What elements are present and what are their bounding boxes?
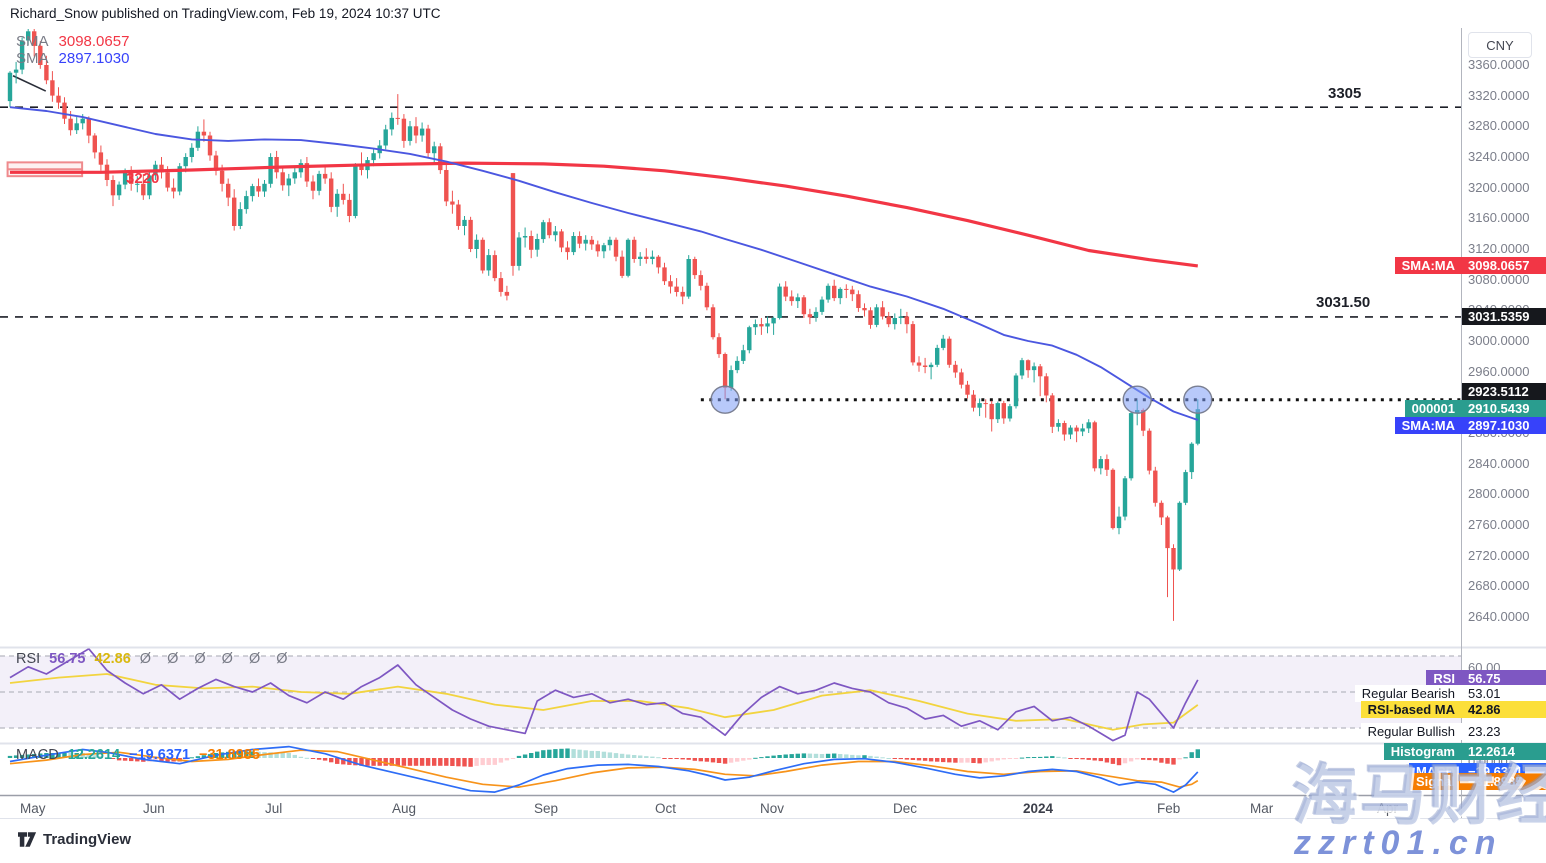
time-axis-label: Jun <box>143 801 165 816</box>
sma1-value: 3098.0657 <box>58 33 130 50</box>
price-tick: 3360.0000 <box>1468 57 1530 72</box>
macd-hist-value: 12.2614 <box>67 747 121 763</box>
rsi-empty-values: Ø Ø Ø Ø Ø Ø <box>139 651 294 667</box>
publish-header: Richard_Snow published on TradingView.co… <box>10 6 441 21</box>
time-axis-label: May <box>20 801 46 816</box>
price-tick: 3160.0000 <box>1468 210 1530 226</box>
time-axis-label: 2024 <box>1023 801 1054 816</box>
axis-price-label: RSI-based MA 42.86 <box>1360 701 1546 718</box>
axis-price-label: SMA:MA 3098.0657 <box>1394 256 1546 274</box>
axis-label-name: Signal <box>1408 773 1462 790</box>
macd-line-value: −19.6371 <box>129 747 191 763</box>
price-tick: 2720.0000 <box>1468 547 1530 563</box>
time-axis-label: Jul <box>265 801 283 816</box>
sma-legend: SMA 3098.0657 SMA 2897.1030 <box>16 33 129 67</box>
axis-price-label: Regular Bearish 53.01 <box>1354 685 1546 702</box>
axis-price-label: Regular Bullish 23.23 <box>1360 723 1546 740</box>
axis-label-name: RSI <box>1426 670 1462 687</box>
level-label-3305: 3305 <box>1328 85 1362 102</box>
axis-label-value: 2923.5112 <box>1462 382 1546 400</box>
axis-label-value: 23.23 <box>1462 723 1546 740</box>
axis-label-value: 53.01 <box>1462 685 1546 702</box>
axis-price-label: 3031.5359 <box>1462 307 1546 325</box>
sma-legend-row: SMA 3098.0657 <box>16 33 129 50</box>
rsi-name: RSI <box>16 651 41 667</box>
price-chart-canvas[interactable] <box>0 0 1546 822</box>
time-axis-label: Apr <box>1377 801 1399 816</box>
sma2-value: 2897.1030 <box>58 50 130 67</box>
price-tick: 2760.0000 <box>1468 517 1530 533</box>
price-tick: 3200.0000 <box>1468 179 1530 195</box>
macd-name: MACD <box>16 747 59 763</box>
axis-label-name: RSI-based MA <box>1360 701 1462 718</box>
axis-label-name: Regular Bullish <box>1360 723 1462 740</box>
axis-label-value: −31.8985 <box>1462 773 1546 790</box>
tradingview-logo-text: TradingView <box>43 831 132 848</box>
time-axis[interactable]: May Jun Jul Aug Sep Oct Nov Dec 2024 Feb Mar Apr <box>0 796 1546 818</box>
price-tick: 3120.0000 <box>1468 241 1530 256</box>
axis-label-value: 2897.1030 <box>1462 416 1546 434</box>
time-axis-label: Sep <box>534 801 559 816</box>
macd-indicator-header[interactable]: MACD 12.2614 −19.6371 −31.8985 <box>16 747 260 763</box>
sma-legend-row: SMA 2897.1030 <box>16 50 129 67</box>
watermark-url: zzrt01.cn <box>1294 824 1503 862</box>
time-axis-label: Nov <box>760 801 785 816</box>
time-axis-label: Dec <box>893 801 918 816</box>
price-tick: 2800.0000 <box>1468 486 1530 502</box>
macd-signal-value: −31.8985 <box>199 747 260 763</box>
time-axis-label: Oct <box>655 801 677 816</box>
price-tick: 3240.0000 <box>1468 149 1530 164</box>
sma1-label: SMA <box>16 33 49 50</box>
sma2-label: SMA <box>16 50 49 67</box>
price-tick: 3280.0000 <box>1468 118 1530 134</box>
price-tick: 2840.0000 <box>1468 455 1530 471</box>
time-axis-label: Feb <box>1157 801 1181 816</box>
axis-price-label: 000001 2910.5439 <box>1404 399 1546 417</box>
rsi-ma-value: 42.86 <box>94 651 131 667</box>
axis-label-name: SMA:MA <box>1394 256 1462 274</box>
price-tick: 3080.0000 <box>1468 271 1530 287</box>
axis-label-value: 2910.5439 <box>1462 399 1546 417</box>
time-axis-label: Mar <box>1250 801 1274 816</box>
watermark-chinese: 海马财经 <box>1292 758 1546 832</box>
axis-label-name: Regular Bearish <box>1354 685 1462 702</box>
level-label-3220: 3220 <box>126 170 160 187</box>
rsi-value: 56.75 <box>49 651 86 667</box>
tradingview-logo-icon <box>18 832 37 847</box>
price-tick: 2960.0000 <box>1468 363 1530 379</box>
axis-label-value: 3031.5359 <box>1462 307 1546 325</box>
axis-label-name: SMA:MA <box>1394 416 1462 434</box>
rsi-indicator-header[interactable]: RSI 56.75 42.86 Ø Ø Ø Ø Ø Ø <box>16 651 294 667</box>
axis-label-name: 000001 <box>1404 399 1462 417</box>
price-tick: 2640.0000 <box>1468 609 1530 625</box>
price-tick: 2680.0000 <box>1468 578 1530 594</box>
axis-label-value: 56.75 <box>1462 670 1546 687</box>
currency-button[interactable]: CNY <box>1468 32 1532 58</box>
axis-price-label: Histogram 12.2614 <box>1383 743 1546 760</box>
axis-label-name: Histogram <box>1383 743 1462 760</box>
axis-price-label: RSI 56.75 <box>1426 670 1546 687</box>
axis-label-value: 3098.0657 <box>1462 256 1546 274</box>
level-label-3031: 3031.50 <box>1316 294 1371 311</box>
axis-price-label: SMA:MA 2897.1030 <box>1394 416 1546 434</box>
price-tick: 3000.0000 <box>1468 333 1530 348</box>
axis-label-value: 12.2614 <box>1462 743 1546 760</box>
time-axis-label: Aug <box>392 801 417 816</box>
price-tick: 3320.0000 <box>1468 87 1530 103</box>
axis-price-label: 2923.5112 <box>1462 382 1546 400</box>
axis-label-value: 42.86 <box>1462 701 1546 718</box>
axis-price-label: Signal −31.8985 <box>1408 773 1546 790</box>
tradingview-attribution[interactable]: TradingView <box>18 831 131 848</box>
